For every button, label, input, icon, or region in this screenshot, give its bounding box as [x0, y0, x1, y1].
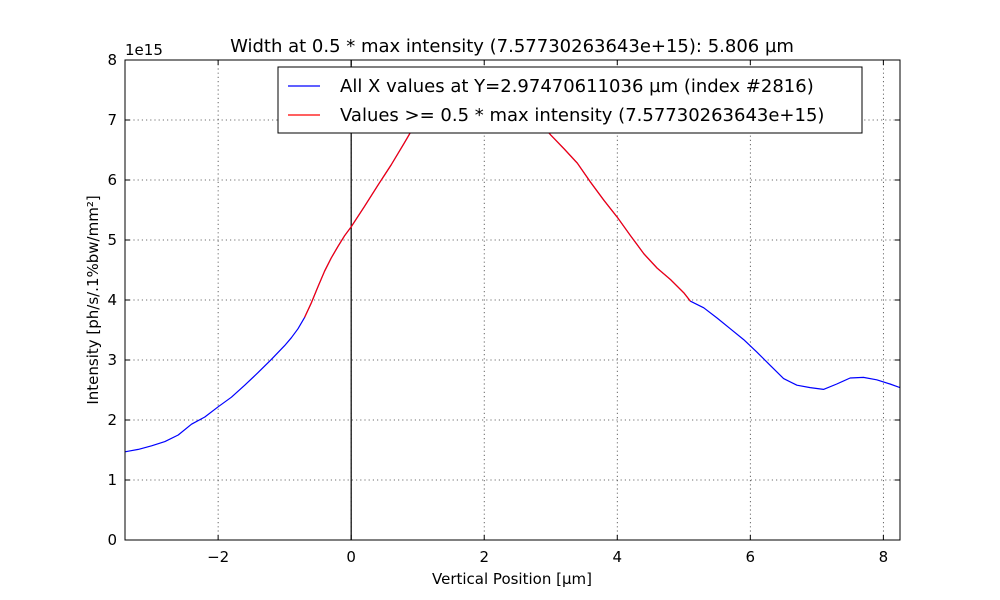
chart-title: Width at 0.5 * max intensity (7.57730263… [230, 36, 794, 57]
y-tick-label: 5 [107, 231, 117, 249]
x-tick-label: 4 [613, 548, 623, 566]
y-tick-label: 2 [107, 411, 117, 429]
y-tick-label: 7 [107, 111, 117, 129]
x-tick-label: 8 [879, 548, 889, 566]
series-group [125, 78, 900, 453]
y-tick-label: 6 [107, 171, 117, 189]
y-tick-label: 8 [107, 51, 117, 69]
y-tick-label: 3 [107, 351, 117, 369]
axis-ticks: −2 0 2 4 6 8 0 1 2 3 4 5 6 7 8 [107, 51, 900, 566]
x-tick-label: 0 [346, 548, 356, 566]
x-tick-label: 6 [746, 548, 756, 566]
y-tick-label: 1 [107, 471, 117, 489]
y-tick-label: 0 [107, 531, 117, 549]
legend-label-half-max: Values >= 0.5 * max intensity (7.5773026… [340, 105, 824, 126]
x-axis-title: Vertical Position [µm] [432, 570, 592, 588]
legend: All X values at Y=2.97470611036 µm (inde… [277, 66, 863, 134]
x-tick-label: 2 [479, 548, 489, 566]
x-tick-label: −2 [207, 548, 229, 566]
legend-label-all-values: All X values at Y=2.97470611036 µm (inde… [340, 76, 814, 97]
y-tick-label: 4 [107, 291, 117, 309]
series-line-all-values [125, 78, 900, 453]
y-offset-label: 1e15 [125, 41, 163, 59]
legend-box [277, 66, 863, 134]
y-axis-title: Intensity [ph/s/.1%bw/mm²] [84, 195, 102, 404]
